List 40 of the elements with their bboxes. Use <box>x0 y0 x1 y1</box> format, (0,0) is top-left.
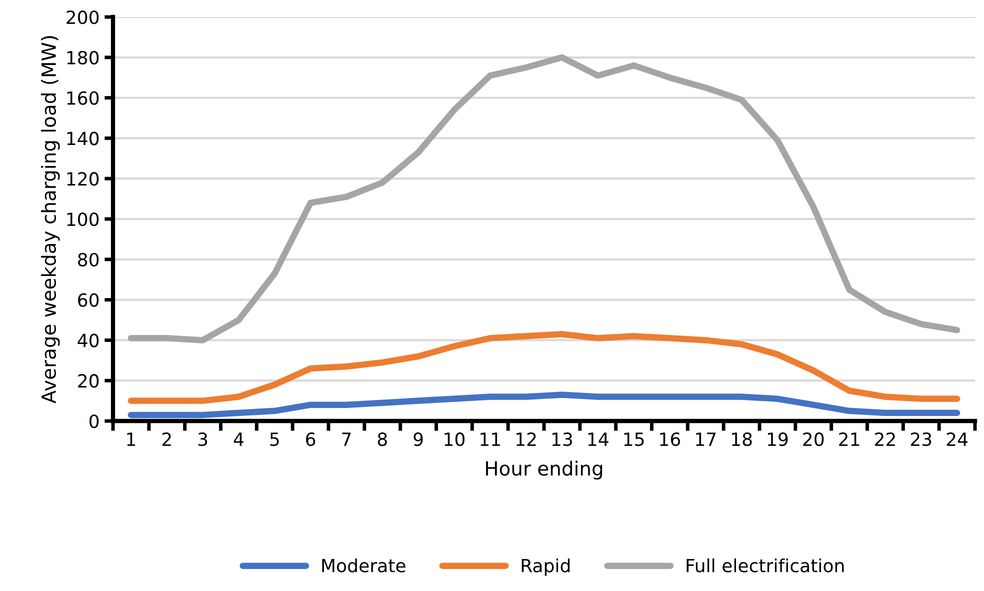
y-tick-label: 40 <box>78 334 99 348</box>
y-tick-label: 100 <box>67 212 99 226</box>
x-tick-label: 22 <box>875 432 895 446</box>
y-tick-label: 160 <box>67 91 99 105</box>
x-tick-label: 11 <box>480 432 500 446</box>
x-tick-label: 17 <box>696 432 716 446</box>
y-tick-label: 180 <box>67 50 99 65</box>
x-tick-label: 21 <box>839 432 860 446</box>
x-tick-label: 10 <box>444 432 464 446</box>
x-tick-label: 19 <box>768 432 788 446</box>
x-tick-label: 23 <box>910 432 932 446</box>
x-tick-label: 24 <box>946 432 968 446</box>
x-tick-label: 15 <box>624 432 644 446</box>
legend-label: Rapid <box>522 558 570 576</box>
x-tick-label: 4 <box>234 432 244 446</box>
x-tick-label: 16 <box>660 432 680 446</box>
y-tick-label: 140 <box>67 132 99 146</box>
x-tick-label: 9 <box>414 432 423 446</box>
x-tick-label: 5 <box>270 432 279 446</box>
y-tick-label: 200 <box>66 10 99 24</box>
x-tick-label: 3 <box>198 432 208 446</box>
legend-label: Full electrification <box>686 558 844 572</box>
x-tick-label: 7 <box>342 432 351 446</box>
x-tick-label: 6 <box>306 432 316 446</box>
x-tick-label: 2 <box>162 432 171 446</box>
x-tick-label: 20 <box>803 432 824 446</box>
x-axis-title: Hour ending <box>486 460 602 480</box>
legend-label: Moderate <box>322 558 406 572</box>
y-tick-label: 60 <box>78 293 99 307</box>
y-tick-label: 20 <box>78 374 99 388</box>
y-tick-label: 80 <box>78 252 99 267</box>
x-tick-label: 12 <box>516 432 536 446</box>
y-axis-title: Average weekday charging load (MW) <box>40 36 60 404</box>
y-tick-label: 120 <box>67 172 99 186</box>
x-tick-label: 1 <box>127 432 136 446</box>
x-tick-label: 18 <box>732 432 752 446</box>
y-tick-label: 0 <box>90 414 99 428</box>
x-tick-label: 14 <box>588 432 608 446</box>
x-tick-label: 8 <box>378 432 387 446</box>
x-tick-label: 13 <box>552 432 572 446</box>
